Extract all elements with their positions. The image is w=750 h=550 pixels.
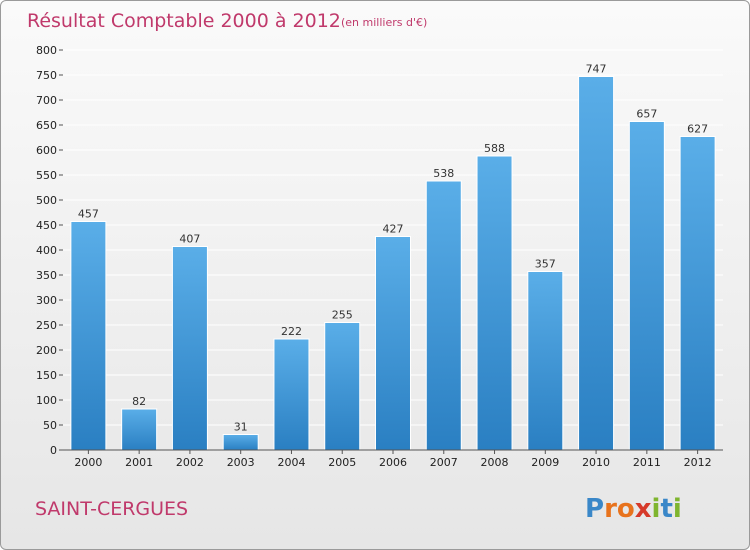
logo-letter: o xyxy=(617,494,635,524)
logo-letter: i xyxy=(652,494,661,524)
y-tick-label: 0 xyxy=(50,444,57,457)
y-tick-label: 150 xyxy=(36,369,57,382)
bar-2010 xyxy=(578,76,615,451)
logo-letter: t xyxy=(660,494,672,524)
y-axis-ticks: 0 50 100 150 200 250 300 350 400 450 500 550 600 650 7… xyxy=(36,44,63,457)
value-labels: 457 82 407 31 222 255 427 538 588 357 747 657 627 xyxy=(78,63,708,434)
chart-unit: (en milliers d'€) xyxy=(341,16,427,29)
y-tick-label: 600 xyxy=(36,144,57,157)
value-label-2012: 627 xyxy=(687,123,708,136)
x-tick-label-2001: 2001 xyxy=(125,456,153,469)
value-label-2006: 427 xyxy=(383,223,404,236)
x-tick-label-2011: 2011 xyxy=(633,456,661,469)
y-tick-label: 450 xyxy=(36,219,57,232)
x-tick-label-2005: 2005 xyxy=(328,456,356,469)
y-tick-label: 800 xyxy=(36,44,57,57)
x-tick-label-2002: 2002 xyxy=(176,456,204,469)
value-label-2005: 255 xyxy=(332,309,353,322)
value-label-2001: 82 xyxy=(132,395,146,408)
logo-letter: x xyxy=(635,494,652,524)
bar-2012 xyxy=(679,136,716,451)
x-tick-label-2012: 2012 xyxy=(684,456,712,469)
bar-2008 xyxy=(476,155,513,451)
y-tick-label: 50 xyxy=(43,419,57,432)
x-tick-label-2008: 2008 xyxy=(481,456,509,469)
y-tick-label: 200 xyxy=(36,344,57,357)
value-label-2010: 747 xyxy=(586,63,607,76)
value-label-2004: 222 xyxy=(281,325,302,338)
y-tick-label: 100 xyxy=(36,394,57,407)
y-tick-label: 650 xyxy=(36,119,57,132)
x-tick-label-2007: 2007 xyxy=(430,456,458,469)
y-tick-label: 400 xyxy=(36,244,57,257)
bar-2005 xyxy=(324,322,361,451)
value-label-2009: 357 xyxy=(535,258,556,271)
y-tick-label: 500 xyxy=(36,194,57,207)
commune-name: SAINT-CERGUES xyxy=(35,498,188,520)
bar-2000 xyxy=(70,221,107,451)
x-axis-ticks: 2000 2001 2002 2003 2004 2005 2006 2007 2008 2009… xyxy=(74,450,712,469)
y-tick-label: 700 xyxy=(36,94,57,107)
logo-letter: P xyxy=(585,494,604,524)
logo-letter: r xyxy=(604,494,617,524)
x-tick-label-2009: 2009 xyxy=(531,456,559,469)
y-tick-label: 250 xyxy=(36,319,57,332)
y-tick-label: 550 xyxy=(36,169,57,182)
x-tick-label-2000: 2000 xyxy=(74,456,102,469)
value-label-2000: 457 xyxy=(78,208,99,221)
value-label-2011: 657 xyxy=(636,108,657,121)
value-label-2003: 31 xyxy=(234,421,248,434)
bar-2011 xyxy=(628,121,665,451)
bar-2001 xyxy=(121,408,158,451)
x-tick-label-2003: 2003 xyxy=(227,456,255,469)
value-label-2008: 588 xyxy=(484,142,505,155)
y-tick-label: 300 xyxy=(36,294,57,307)
y-tick-label: 350 xyxy=(36,269,57,282)
bar-2007 xyxy=(425,180,462,451)
y-tick-label: 750 xyxy=(36,69,57,82)
x-tick-label-2010: 2010 xyxy=(582,456,610,469)
bar-2003 xyxy=(222,434,259,451)
proxiti-logo: Proxiti xyxy=(585,494,682,524)
chart-title: Résultat Comptable 2000 à 2012 xyxy=(27,10,341,32)
bars xyxy=(70,76,716,451)
x-tick-label-2004: 2004 xyxy=(277,456,305,469)
value-label-2002: 407 xyxy=(179,233,200,246)
x-tick-label-2006: 2006 xyxy=(379,456,407,469)
bar-2002 xyxy=(171,246,208,451)
logo-letter: i xyxy=(673,494,682,524)
bar-2006 xyxy=(375,236,411,451)
bar-2004 xyxy=(273,338,310,451)
value-label-2007: 538 xyxy=(433,167,454,180)
bar-2009 xyxy=(527,271,564,451)
